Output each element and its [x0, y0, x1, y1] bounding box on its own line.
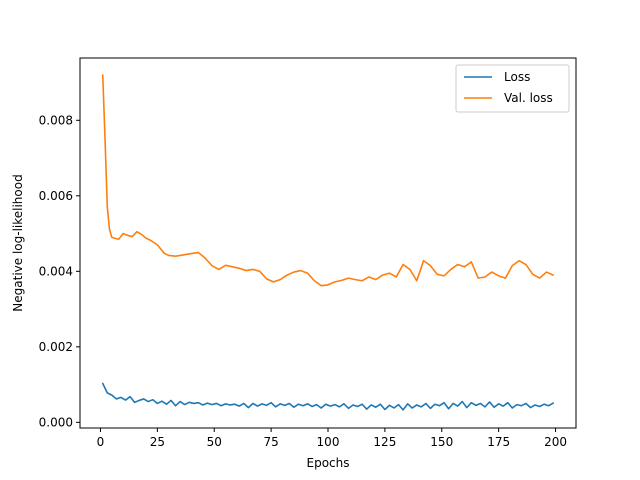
y-tick-label: 0.006 — [39, 189, 73, 203]
x-tick-label: 75 — [263, 435, 278, 449]
y-axis: 0.000 0.002 0.004 0.006 0.008 — [39, 113, 80, 429]
x-tick-label: 150 — [430, 435, 453, 449]
y-tick-label: 0.002 — [39, 340, 73, 354]
x-axis: 0 25 50 75 100 125 150 175 200 — [97, 428, 567, 449]
y-axis-label: Negative log-likelihood — [11, 174, 25, 311]
legend-label: Val. loss — [504, 91, 553, 105]
y-tick-label: 0.004 — [39, 264, 73, 278]
y-tick-label: 0.008 — [39, 113, 73, 127]
legend: Loss Val. loss — [455, 64, 570, 113]
legend-label: Loss — [504, 70, 530, 84]
series-line-val-loss — [101, 74, 555, 287]
series-line-loss — [101, 382, 555, 411]
x-tick-label: 175 — [487, 435, 510, 449]
x-tick-label: 25 — [150, 435, 165, 449]
x-tick-label: 0 — [97, 435, 105, 449]
series-layer — [101, 74, 555, 411]
x-tick-label: 200 — [544, 435, 567, 449]
y-tick-label: 0.000 — [39, 415, 73, 429]
x-tick-label: 50 — [207, 435, 222, 449]
x-tick-label: 125 — [373, 435, 396, 449]
x-tick-label: 100 — [317, 435, 340, 449]
x-axis-label: Epochs — [307, 456, 350, 470]
